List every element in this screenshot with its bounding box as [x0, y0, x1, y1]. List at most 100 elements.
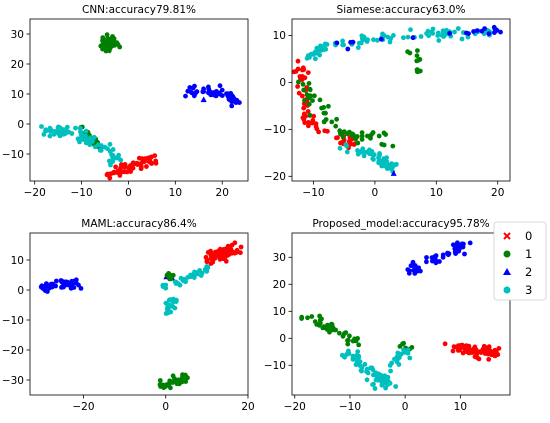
data-point: [293, 69, 299, 74]
data-point: [98, 143, 104, 148]
panel-title: CNN:accuracy79.81%: [82, 4, 196, 16]
scatter-panel-1: Siamese:accuracy63.0% −10 0 10 20 −20 −10 0 10: [264, 4, 511, 199]
data-point: [187, 85, 193, 90]
data-point: [229, 103, 235, 109]
data-point: [107, 141, 113, 147]
data-point: [313, 56, 318, 62]
data-point: [450, 348, 456, 354]
data-point: [407, 50, 413, 56]
data-point: [102, 144, 108, 150]
data-point: [355, 148, 360, 153]
data-point: [486, 31, 492, 37]
data-point: [390, 170, 397, 176]
data-point: [199, 270, 205, 276]
data-point: [352, 355, 357, 361]
data-point: [333, 327, 338, 333]
data-point: [416, 265, 421, 271]
data-point: [189, 90, 195, 96]
data-point: [217, 83, 223, 89]
data-point: [345, 341, 351, 347]
data-point: [364, 149, 369, 155]
y-tick-label: 10: [11, 255, 24, 267]
data-point: [296, 90, 302, 96]
data-point: [450, 242, 456, 248]
data-point: [71, 285, 77, 290]
data-point: [300, 81, 306, 87]
data-point: [203, 254, 209, 260]
data-point: [234, 98, 240, 103]
data-point: [380, 31, 385, 37]
data-point: [138, 165, 144, 170]
data-point: [128, 169, 134, 175]
data-point: [414, 53, 420, 59]
data-point: [163, 300, 169, 306]
x-tick-label: 20: [241, 401, 254, 413]
scatter-points: [38, 240, 244, 391]
data-point: [418, 34, 424, 39]
data-point: [379, 382, 385, 388]
y-tick-label: 10: [273, 30, 286, 42]
data-point: [113, 164, 118, 170]
data-point: [389, 161, 395, 167]
data-point: [98, 148, 104, 153]
data-point: [57, 127, 63, 133]
data-point: [200, 96, 207, 103]
data-point: [307, 112, 313, 118]
data-point: [368, 135, 373, 141]
data-point: [69, 131, 75, 136]
data-point: [381, 130, 387, 136]
y-tick-label: −10: [264, 124, 286, 136]
y-tick-label: 0: [279, 333, 286, 345]
data-point: [77, 125, 83, 131]
data-point: [153, 160, 159, 166]
data-point: [375, 37, 380, 43]
data-point: [376, 133, 382, 139]
data-point: [348, 39, 353, 45]
data-point: [340, 38, 345, 44]
data-point: [349, 132, 355, 138]
data-point: [164, 382, 170, 387]
x-tick-label: −20: [24, 187, 46, 199]
data-point: [312, 49, 318, 55]
data-point: [368, 365, 374, 371]
data-point: [206, 84, 211, 90]
data-point: [410, 35, 416, 41]
legend-label: 2: [525, 265, 532, 279]
data-point: [78, 129, 83, 135]
data-point: [317, 320, 323, 326]
data-point: [379, 163, 385, 169]
data-point: [467, 240, 473, 246]
data-point: [299, 93, 305, 99]
data-point: [107, 175, 113, 181]
data-point: [39, 124, 44, 129]
panel-title: Proposed_model:accuracy95.78%: [312, 218, 489, 230]
data-point: [193, 90, 199, 95]
data-point: [364, 369, 369, 374]
data-point: [440, 252, 446, 258]
data-point: [183, 379, 189, 384]
data-point: [387, 39, 393, 45]
data-point: [383, 385, 388, 391]
data-point: [311, 113, 317, 119]
legend-marker-circle: [503, 250, 511, 258]
data-point: [474, 349, 480, 355]
data-point: [343, 330, 349, 335]
data-point: [333, 123, 339, 129]
data-point: [430, 31, 436, 36]
data-point: [210, 259, 216, 265]
data-point: [48, 281, 54, 287]
data-point: [110, 34, 115, 39]
scatter-panel-3: Proposed_model:accuracy95.78% −20 −10 0 10 −1…: [264, 218, 511, 413]
data-point: [59, 279, 64, 285]
data-point: [93, 144, 98, 150]
data-point: [47, 133, 53, 139]
data-point: [157, 378, 163, 383]
data-point: [305, 70, 311, 75]
data-point: [318, 43, 323, 49]
x-tick-label: 10: [169, 187, 182, 199]
data-point: [302, 75, 308, 81]
data-point: [194, 271, 200, 277]
data-point: [377, 151, 382, 156]
data-point: [329, 321, 334, 327]
data-point: [369, 132, 374, 138]
